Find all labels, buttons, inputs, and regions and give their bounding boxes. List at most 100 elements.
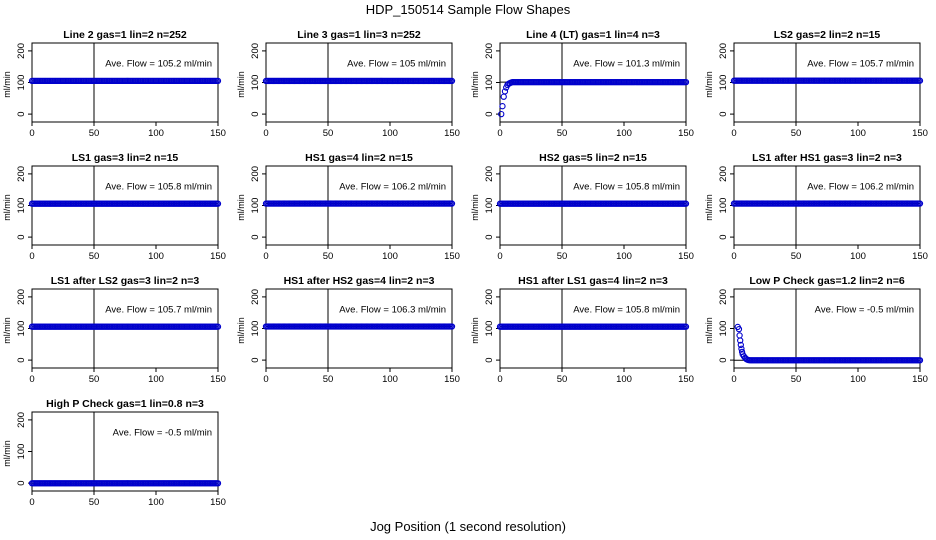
x-tick-label: 50: [323, 251, 334, 262]
chart-panel: HS2 gas=5 lin=2 n=15 0 50 100 150 0 100 200 ml/m…: [470, 152, 694, 262]
y-tick-label: 200: [16, 412, 27, 428]
y-tick-label: 100: [16, 75, 27, 91]
y-tick-label: 100: [484, 198, 495, 214]
data-point: [448, 323, 456, 330]
x-tick-label: 0: [497, 374, 502, 385]
x-tick-label: 150: [444, 251, 460, 262]
y-tick-label: 200: [718, 166, 729, 182]
data-point: [736, 332, 743, 339]
y-axis-label: ml/min: [470, 317, 480, 344]
x-tick-label: 0: [29, 251, 34, 262]
x-tick-label: 150: [210, 251, 226, 262]
panel-title: Line 3 gas=1 lin=3 n=252: [297, 29, 421, 41]
y-tick-label: 0: [16, 480, 27, 485]
data-point: [500, 93, 507, 100]
x-tick-label: 50: [89, 374, 100, 385]
y-axis-label: ml/min: [704, 71, 714, 98]
y-tick-label: 200: [16, 289, 27, 305]
x-tick-label: 0: [731, 128, 736, 139]
y-tick-label: 0: [16, 111, 27, 116]
y-tick-label: 200: [250, 166, 261, 182]
average-flow-annotation: Ave. Flow = 105 ml/min: [347, 59, 446, 70]
y-tick-label: 100: [718, 198, 729, 214]
data-point: [501, 88, 509, 95]
x-tick-label: 50: [323, 374, 334, 385]
average-flow-annotation: Ave. Flow = 105.8 ml/min: [573, 305, 680, 316]
plot-frame: [31, 411, 219, 492]
x-tick-label: 50: [791, 128, 802, 139]
data-point: [738, 345, 745, 352]
x-tick-label: 100: [148, 497, 164, 508]
y-tick-label: 0: [16, 234, 27, 239]
x-tick-label: 0: [29, 374, 34, 385]
x-tick-label: 150: [678, 128, 694, 139]
y-tick-label: 100: [16, 444, 27, 460]
y-axis-label: ml/min: [470, 194, 480, 221]
data-point: [682, 323, 690, 330]
x-tick-label: 50: [557, 251, 568, 262]
x-tick-label: 100: [616, 251, 632, 262]
x-tick-label: 0: [263, 374, 268, 385]
y-axis-label: ml/min: [2, 71, 12, 98]
average-flow-annotation: Ave. Flow = 105.8 ml/min: [105, 182, 212, 193]
x-tick-label: 150: [912, 374, 928, 385]
x-tick-label: 50: [557, 374, 568, 385]
chart-panel: LS1 after HS1 gas=3 lin=2 n=3 0 50 100 150 0 1…: [704, 152, 928, 262]
y-tick-label: 200: [718, 289, 729, 305]
panel-title: HS1 after HS2 gas=4 lin=2 n=3: [284, 275, 435, 287]
x-tick-label: 100: [616, 374, 632, 385]
average-flow-annotation: Ave. Flow = 105.7 ml/min: [105, 305, 212, 316]
x-tick-label: 100: [616, 128, 632, 139]
chart-panel: HS1 after LS1 gas=4 lin=2 n=3 0 50 100 150 0 1…: [470, 275, 694, 385]
y-tick-label: 0: [484, 234, 495, 239]
x-tick-label: 150: [912, 251, 928, 262]
y-tick-label: 100: [718, 75, 729, 91]
panel-title: LS2 gas=2 lin=2 n=15: [774, 29, 881, 41]
x-tick-label: 0: [263, 251, 268, 262]
data-point: [214, 323, 222, 330]
x-tick-label: 0: [263, 128, 268, 139]
y-tick-label: 100: [718, 321, 729, 337]
data-point: [499, 103, 506, 110]
average-flow-annotation: Ave. Flow = -0.5 ml/min: [113, 428, 212, 439]
data-point: [448, 77, 456, 85]
data-point: [214, 77, 222, 85]
y-tick-label: 200: [484, 43, 495, 59]
x-tick-label: 100: [850, 128, 866, 139]
chart-panel: Line 2 gas=1 lin=2 n=252 0 50 100 150 0 100 200…: [2, 29, 226, 139]
panel-title: HS1 after LS1 gas=4 lin=2 n=3: [518, 275, 668, 287]
chart-panel: LS1 after LS2 gas=3 lin=2 n=3 0 50 100 150 0 1…: [2, 275, 226, 385]
y-tick-label: 100: [250, 198, 261, 214]
panel-title: Low P Check gas=1.2 lin=2 n=6: [749, 275, 904, 287]
panel-title: LS1 gas=3 lin=2 n=15: [72, 152, 179, 164]
page-title: HDP_150514 Sample Flow Shapes: [365, 2, 571, 17]
y-tick-label: 100: [484, 75, 495, 91]
x-tick-label: 150: [678, 374, 694, 385]
x-tick-label: 100: [148, 128, 164, 139]
x-tick-label: 150: [210, 128, 226, 139]
data-point: [214, 480, 222, 487]
y-axis-label: ml/min: [236, 194, 246, 221]
x-tick-label: 0: [731, 374, 736, 385]
data-point: [682, 78, 690, 86]
x-tick-label: 100: [148, 374, 164, 385]
y-tick-label: 200: [250, 43, 261, 59]
y-axis-label: ml/min: [2, 317, 12, 344]
y-tick-label: 200: [250, 289, 261, 305]
x-tick-label: 0: [29, 497, 34, 508]
plot-frame: [733, 288, 921, 369]
x-tick-label: 100: [382, 374, 398, 385]
data-point: [737, 337, 744, 344]
y-tick-label: 0: [16, 357, 27, 362]
y-tick-label: 100: [16, 198, 27, 214]
data-point: [214, 200, 222, 207]
chart-panel: Line 3 gas=1 lin=3 n=252 0 50 100 150 0 100 200…: [236, 29, 460, 139]
chart-panel: Line 4 (LT) gas=1 lin=4 n=3 0 50 100 150 0 100…: [470, 29, 694, 139]
y-tick-label: 0: [484, 111, 495, 116]
y-axis-label: ml/min: [470, 71, 480, 98]
average-flow-annotation: Ave. Flow = 105.8 ml/min: [573, 182, 680, 193]
average-flow-annotation: Ave. Flow = 106.2 ml/min: [339, 182, 446, 193]
y-axis-label: ml/min: [2, 194, 12, 221]
x-tick-label: 50: [89, 497, 100, 508]
